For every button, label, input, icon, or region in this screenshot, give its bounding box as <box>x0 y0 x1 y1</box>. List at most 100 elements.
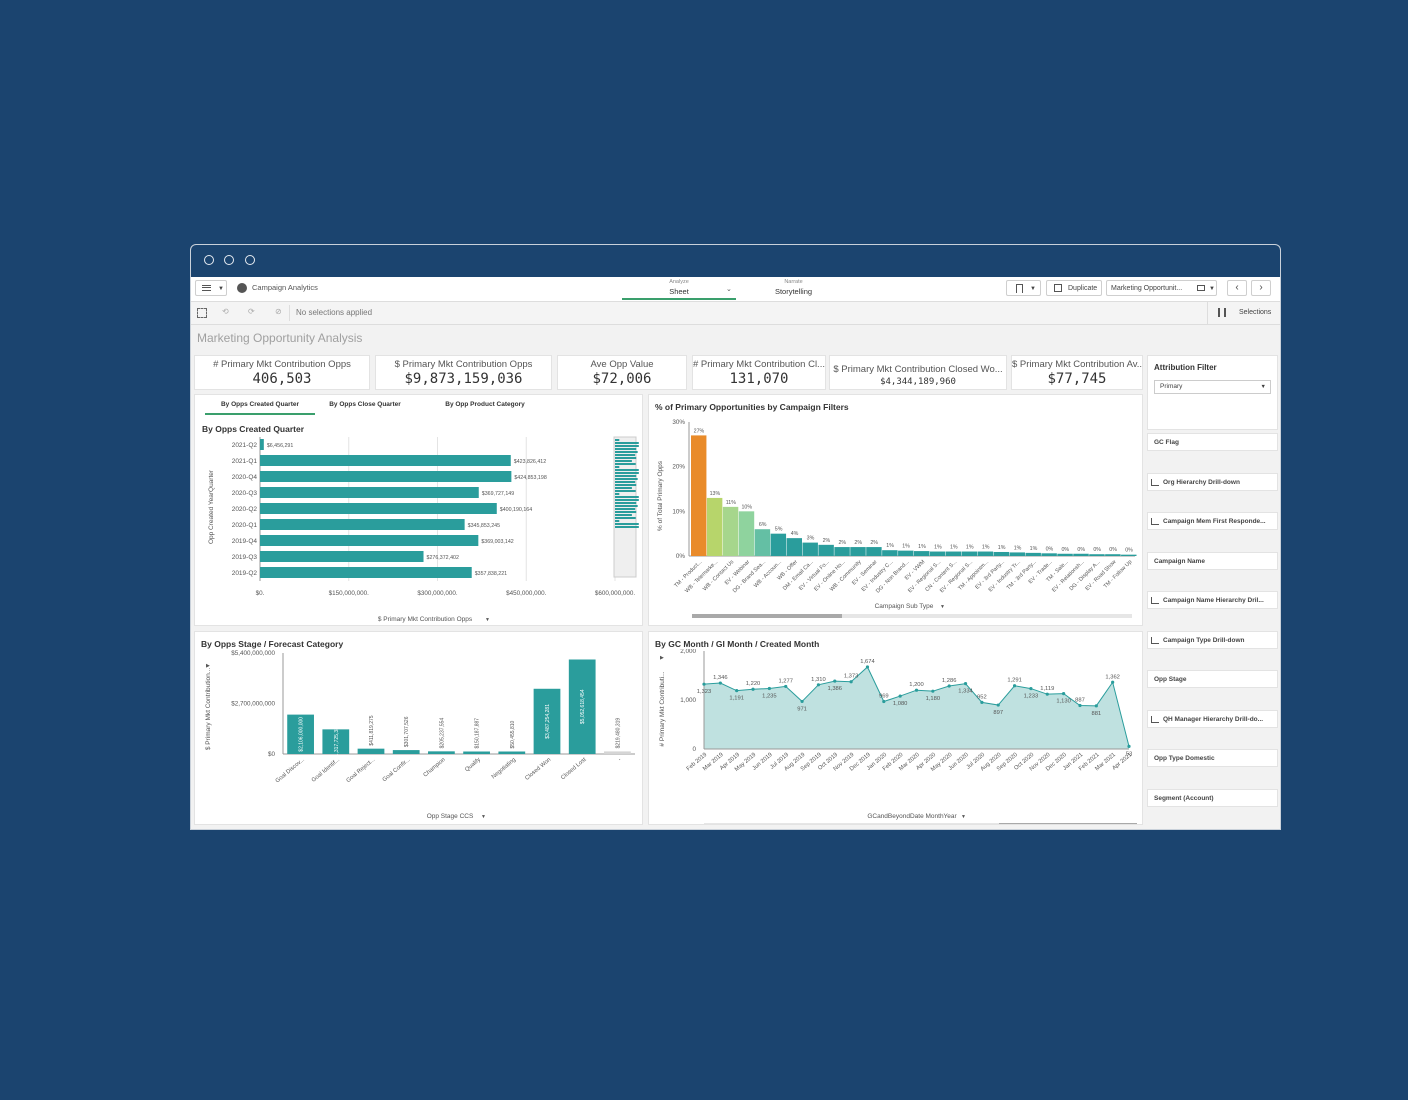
minimap-bar <box>615 469 639 471</box>
minimap-bar <box>615 442 639 444</box>
bar <box>428 751 455 754</box>
kpi-primary-mkt-closed-won[interactable]: $ Primary Mkt Contribution Closed Wo... … <box>829 355 1007 390</box>
data-label: 11% <box>726 500 736 506</box>
window-maximize-icon[interactable] <box>245 255 255 265</box>
data-point <box>735 689 739 693</box>
minimap-bar <box>615 514 632 516</box>
data-label: 1% <box>886 543 894 549</box>
x-axis-label: Campaign Sub Type <box>875 603 934 610</box>
chevron-down-icon: ▼ <box>1030 286 1036 292</box>
step-back-icon[interactable]: ⟲ <box>222 307 229 316</box>
bookmark-button[interactable]: ▼ <box>1006 280 1041 296</box>
bar <box>882 550 898 556</box>
minimap-bar <box>615 502 637 504</box>
smart-search-icon[interactable] <box>197 308 207 318</box>
window-close-icon[interactable] <box>204 255 214 265</box>
x-tick-label: $600,000,000. <box>595 590 636 597</box>
y-tick-label: 1,000 <box>680 697 696 704</box>
bar <box>287 714 314 754</box>
window-minimize-icon[interactable] <box>224 255 234 265</box>
filter-label: Org Hierarchy Drill-down <box>1163 479 1240 486</box>
filter-campaign-name[interactable]: Campaign Name <box>1147 552 1278 570</box>
duplicate-button[interactable]: Duplicate <box>1046 280 1102 296</box>
minimap-bar <box>615 517 636 519</box>
data-label: 1% <box>902 544 910 550</box>
data-label: 1,130 <box>1056 699 1071 705</box>
step-forward-icon[interactable]: ⟳ <box>248 307 255 316</box>
data-label: 13% <box>710 491 721 497</box>
main-menu-button[interactable]: ▼ <box>195 280 227 296</box>
bar <box>357 748 385 754</box>
tab-by-opp-product-category[interactable]: By Opp Product Category <box>435 395 535 415</box>
data-label: 1,334 <box>958 689 973 695</box>
kpi-primary-mkt-closed[interactable]: # Primary Mkt Contribution Cl... 131,070 <box>692 355 826 390</box>
previous-sheet-button[interactable]: ‹ <box>1227 280 1247 296</box>
data-label: 1,233 <box>1024 694 1039 700</box>
attribution-filter-select[interactable]: Primary ▼ <box>1154 380 1271 394</box>
filter-qh-manager-hierarchy[interactable]: QH Manager Hierarchy Drill-do... <box>1147 710 1278 728</box>
filter-campaign-mem-first-responder[interactable]: Campaign Mem First Responde... <box>1147 512 1278 530</box>
bar <box>1057 553 1073 556</box>
data-label: 53 <box>1126 751 1132 757</box>
campaign-filters-bar-chart[interactable]: 0%10%20%30%27%TM - Product...13%WB - Tel… <box>649 412 1142 626</box>
data-label: 1% <box>1014 545 1022 551</box>
filter-opp-type-domestic[interactable]: Opp Type Domestic <box>1147 749 1278 767</box>
next-sheet-button[interactable]: › <box>1251 280 1271 296</box>
tab-analyze-sheet[interactable]: Analyze Sheet ⌄ <box>622 277 736 300</box>
x-tick-label: Closed Won <box>524 757 552 782</box>
app-window: ▼ Campaign Analytics Analyze Sheet ⌄ Nar… <box>190 244 1281 830</box>
data-label: 1% <box>950 545 958 551</box>
data-label: $2,106,000,000 <box>299 717 305 752</box>
bar <box>463 751 490 754</box>
selections-icon[interactable] <box>1218 308 1226 317</box>
storytelling-label: Storytelling <box>774 287 813 296</box>
bar <box>834 547 850 556</box>
data-point <box>1111 680 1115 684</box>
y-tick-label: 2019-Q3 <box>232 554 258 561</box>
minimap-scrollbar[interactable] <box>613 436 639 578</box>
x-tick-label: Closed Lost <box>560 757 588 782</box>
filter-opp-stage[interactable]: Opp Stage <box>1147 670 1278 688</box>
data-label: $400,190,164 <box>500 507 532 513</box>
kpi-primary-mkt-opps[interactable]: # Primary Mkt Contribution Opps 406,503 <box>194 355 370 390</box>
data-label: 1% <box>1030 546 1038 552</box>
bar <box>260 567 472 578</box>
kpi-primary-mkt-average[interactable]: $ Primary Mkt Contribution Av... $77,745 <box>1011 355 1143 390</box>
filter-campaign-name-hierarchy[interactable]: Campaign Name Hierarchy Dril... <box>1147 591 1278 609</box>
minimap-bar <box>615 445 639 447</box>
y-tick-label: 2020-Q3 <box>232 490 258 497</box>
filter-org-hierarchy[interactable]: Org Hierarchy Drill-down <box>1147 473 1278 491</box>
filter-gc-flag[interactable]: GC Flag <box>1147 433 1278 451</box>
tab-narrate-storytelling[interactable]: Narrate Storytelling <box>756 277 831 300</box>
tab-by-opps-created-quarter[interactable]: By Opps Created Quarter <box>205 395 315 415</box>
sheet-selector[interactable]: Marketing Opportunit... ▼ <box>1106 280 1217 296</box>
x-axis-dropdown-icon: ▼ <box>485 617 490 623</box>
kpi-primary-mkt-opps-value[interactable]: $ Primary Mkt Contribution Opps $9,873,1… <box>375 355 552 390</box>
data-point <box>1012 684 1017 688</box>
y-tick-label: 30% <box>672 419 685 426</box>
created-quarter-bar-chart[interactable]: $0. $150,000,000. $300,000,000. $450,000,00… <box>195 435 642 625</box>
filter-segment-account[interactable]: Segment (Account) <box>1147 789 1278 807</box>
app-title[interactable]: Campaign Analytics <box>252 283 318 292</box>
data-point <box>1094 704 1098 708</box>
data-label: $411,819,275 <box>369 715 375 745</box>
created-quarter-panel: By Opps Created Quarter By Opps Close Qu… <box>194 394 643 626</box>
horizontal-scrollbar[interactable] <box>692 614 1132 618</box>
duplicate-label: Duplicate <box>1068 285 1098 292</box>
data-label: 969 <box>879 694 889 700</box>
data-label: $3,487,254,281 <box>545 704 551 739</box>
kpi-ave-opp-value[interactable]: Ave Opp Value $72,006 <box>557 355 687 390</box>
bar <box>260 439 264 450</box>
tab-by-opps-close-quarter[interactable]: By Opps Close Quarter <box>320 395 410 415</box>
horizontal-scrollbar[interactable] <box>704 823 1137 824</box>
opps-stage-bar-chart[interactable]: $0 $2,700,000,000 $5,400,000,000 $2,106,000… <box>195 649 642 824</box>
hierarchy-icon <box>1151 479 1159 486</box>
minimap-bar <box>615 484 637 486</box>
filter-campaign-type[interactable]: Campaign Type Drill-down <box>1147 631 1278 649</box>
bar <box>691 435 707 556</box>
filter-label: Opp Type Domestic <box>1154 755 1215 762</box>
selections-label[interactable]: Selections <box>1239 309 1272 316</box>
data-point <box>947 684 951 688</box>
clear-selections-icon[interactable]: ⊘ <box>275 307 282 316</box>
